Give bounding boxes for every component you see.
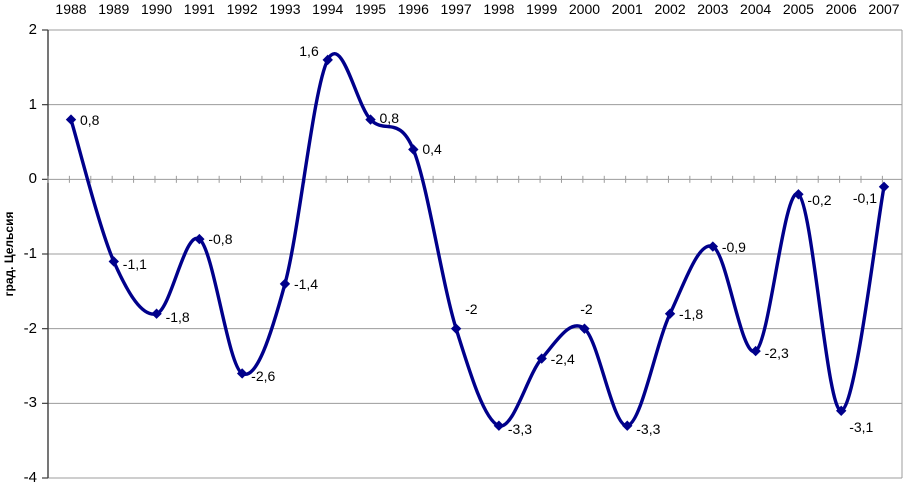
data-point-marker <box>194 233 205 245</box>
x-axis-label: 1995 <box>354 1 387 17</box>
data-label: -2,3 <box>764 345 789 362</box>
x-axis-label: 2007 <box>868 1 900 17</box>
data-point-marker <box>836 405 847 416</box>
x-axis-label: 2002 <box>654 1 686 17</box>
data-label: -3,3 <box>507 420 533 437</box>
data-point-marker <box>536 353 547 364</box>
data-point-marker <box>493 420 505 431</box>
data-label: -0,2 <box>807 192 832 209</box>
x-axis-label: 1998 <box>483 1 515 17</box>
x-axis-label: 2003 <box>697 1 729 17</box>
x-axis-label: 1993 <box>269 1 301 17</box>
x-axis-label: 2006 <box>825 1 857 17</box>
x-axis-label: 2001 <box>611 1 643 17</box>
data-point-marker <box>579 323 590 334</box>
x-axis-label: 1988 <box>55 1 87 17</box>
y-axis-tick-label: -3 <box>23 394 37 412</box>
data-point-marker <box>450 323 462 334</box>
y-axis-tick-label: -1 <box>23 245 37 262</box>
x-axis-label: 1997 <box>440 1 472 17</box>
data-label: -1,8 <box>165 308 190 325</box>
data-point-marker <box>279 278 291 290</box>
data-label: -2 <box>580 300 593 317</box>
data-point-marker <box>65 114 77 125</box>
x-axis-label: 1999 <box>526 1 558 17</box>
data-point-marker <box>322 54 333 66</box>
data-label: -1,4 <box>293 275 319 292</box>
temperature-series-line <box>69 52 886 428</box>
data-point-marker <box>236 368 248 379</box>
x-axis-label: 2000 <box>568 1 601 17</box>
y-axis-tick-label: 0 <box>28 170 37 188</box>
data-label: -2,6 <box>251 368 276 385</box>
data-point-marker <box>365 114 376 125</box>
y-axis-tick-label: -2 <box>23 319 37 337</box>
x-axis-label: 2005 <box>782 1 814 17</box>
x-axis-label: 1992 <box>226 1 258 17</box>
y-axis-tick-label: 1 <box>28 95 37 113</box>
data-point-marker <box>622 420 633 431</box>
x-axis-label: 1990 <box>141 1 173 17</box>
data-point-marker <box>664 308 676 319</box>
data-point-marker <box>151 308 162 319</box>
x-axis-label: 1989 <box>98 1 130 17</box>
data-label: 0,8 <box>80 111 100 128</box>
data-point-marker <box>878 181 890 192</box>
x-axis-label: 1994 <box>312 1 344 17</box>
data-point-marker <box>408 144 419 155</box>
data-label: 0,8 <box>379 109 399 126</box>
data-label: 0,4 <box>422 141 442 158</box>
data-label: -2 <box>465 300 478 317</box>
data-label: -0,8 <box>208 231 233 248</box>
data-label: -2,4 <box>550 350 575 367</box>
data-label: -0,1 <box>852 189 877 206</box>
data-label: -0,9 <box>721 238 746 255</box>
data-label: -3,1 <box>849 418 874 435</box>
data-point-marker <box>108 256 119 267</box>
data-label: -1,1 <box>122 256 147 273</box>
x-axis-label: 2004 <box>740 1 772 17</box>
data-point-marker <box>793 189 804 200</box>
data-label: -1,8 <box>679 305 704 322</box>
x-axis-label: 1996 <box>397 1 429 17</box>
data-point-marker <box>750 345 761 357</box>
data-point-marker <box>707 241 719 252</box>
x-axis-label: 1991 <box>183 1 215 17</box>
y-axis-tick-label: 2 <box>28 21 37 38</box>
data-label: -3,3 <box>636 420 661 437</box>
y-axis-title: град. Цельсия <box>2 211 16 297</box>
y-axis-tick-label: -4 <box>23 469 37 486</box>
data-label: 1,6 <box>299 42 319 59</box>
